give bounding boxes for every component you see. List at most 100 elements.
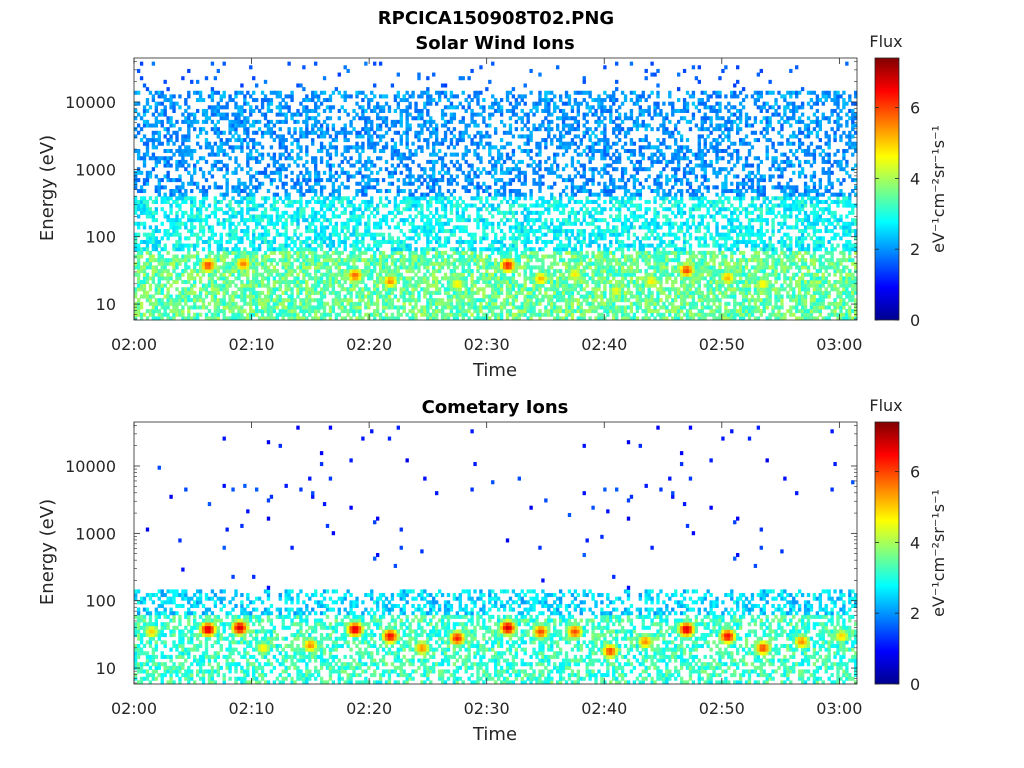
spectrogram-cell [316, 261, 321, 266]
spectrogram-cell [157, 283, 161, 288]
spectrogram-cell [319, 148, 324, 154]
spectrogram-cell [322, 130, 327, 135]
spectrogram-cell [420, 214, 424, 219]
spectrogram-cell [210, 105, 215, 110]
spectrogram-cell [349, 243, 353, 248]
spectrogram-cell [446, 290, 451, 295]
spectrogram-cell [502, 301, 507, 306]
spectrogram-cell [157, 239, 161, 244]
spectrogram-cell [249, 199, 253, 204]
spectrogram-cell [381, 214, 386, 219]
spectrogram-cell [455, 207, 460, 212]
spectrogram-cell [437, 265, 442, 270]
spectrogram-cell [544, 305, 548, 310]
spectrogram-cell [455, 279, 460, 285]
spectrogram-cell [337, 269, 341, 274]
spectrogram-cell [257, 159, 262, 164]
spectrogram-cell [299, 298, 303, 303]
spectrogram-cell [299, 243, 303, 248]
spectrogram-cell [435, 258, 439, 263]
spectrogram-cell [252, 269, 256, 274]
spectrogram-cell [458, 250, 462, 255]
spectrogram-cell [538, 185, 542, 190]
spectrogram-cell [160, 123, 164, 128]
spectrogram-cell [408, 152, 412, 157]
spectrogram-cell [254, 156, 259, 161]
spectrogram-cell [281, 243, 285, 248]
spectrogram-cell [163, 108, 167, 113]
spectrogram-cell [263, 196, 268, 201]
spectrogram-cell [311, 141, 315, 146]
spectrogram-cell [496, 316, 501, 321]
spectrogram-cell [514, 290, 519, 295]
spectrogram-cell [228, 218, 232, 223]
spectrogram-cell [435, 254, 439, 259]
spectrogram-cell [417, 283, 421, 288]
spectrogram-cell [151, 94, 156, 99]
spectrogram-cell [260, 214, 265, 219]
spectrogram-cell [302, 316, 306, 321]
spectrogram-cell [266, 294, 271, 299]
spectrogram-cell [496, 261, 501, 266]
spectrogram-cell [482, 105, 486, 110]
spectrogram-cell [225, 290, 229, 295]
spectrogram-cell [541, 272, 545, 277]
spectrogram-cell [160, 141, 164, 146]
spectrogram-cell [178, 272, 182, 277]
spectrogram-cell [399, 272, 403, 277]
spectrogram-cell [496, 279, 501, 285]
spectrogram-cell [207, 276, 212, 281]
spectrogram-cell [355, 305, 359, 310]
spectrogram-cell [396, 189, 400, 194]
spectrogram-cell [193, 218, 197, 223]
spectrogram-cell [446, 178, 451, 183]
spectrogram-cell [499, 312, 504, 317]
spectrogram-cell [514, 316, 519, 321]
spectrogram-cell [429, 221, 433, 226]
spectrogram-cell [328, 116, 333, 121]
spectrogram-cell [544, 218, 548, 223]
spectrogram-cell [378, 127, 383, 132]
spectrogram-cell [370, 258, 374, 263]
spectrogram-cell [237, 294, 241, 299]
spectrogram-cell [381, 258, 386, 263]
spectrogram-cell [423, 247, 427, 252]
spectrogram-cell [364, 163, 368, 168]
spectrogram-cell [464, 174, 468, 179]
spectrogram-cell [426, 127, 430, 132]
spectrogram-cell [293, 298, 297, 303]
spectrogram-cell [148, 298, 153, 303]
spectrogram-cell [169, 283, 173, 288]
spectrogram-cell [526, 290, 530, 295]
spectrogram-cell [449, 101, 454, 106]
spectrogram-cell [184, 298, 188, 303]
spectrogram-cell [234, 229, 238, 234]
spectrogram-cell [290, 265, 294, 270]
spectrogram-cell [479, 196, 483, 201]
spectrogram-cell [429, 225, 433, 230]
spectrogram-cell [393, 265, 398, 270]
spectrogram-cell [446, 189, 451, 194]
spectrogram-cell [496, 159, 501, 164]
spectrogram-cell [328, 247, 333, 252]
spectrogram-cell [134, 272, 138, 277]
spectrogram-cell [290, 312, 294, 317]
spectrogram-cell [219, 105, 223, 110]
spectrogram-cell [479, 199, 483, 204]
spectrogram-cell [355, 225, 359, 230]
spectrogram-cell [222, 61, 226, 66]
spectrogram-cell [553, 269, 557, 274]
spectrogram-cell [142, 152, 147, 157]
spectrogram-cell [308, 247, 312, 252]
spectrogram-cell [157, 250, 161, 255]
spectrogram-cell [219, 141, 223, 146]
spectrogram-cell [411, 90, 415, 95]
spectrogram-cell [308, 225, 312, 230]
spectrogram-cell [514, 196, 519, 201]
spectrogram-cell [314, 163, 318, 168]
spectrogram-cell [225, 138, 229, 143]
spectrogram-cell [373, 214, 377, 219]
spectrogram-cell [269, 247, 274, 252]
spectrogram-cell [269, 316, 274, 321]
spectrogram-cell [254, 170, 259, 175]
